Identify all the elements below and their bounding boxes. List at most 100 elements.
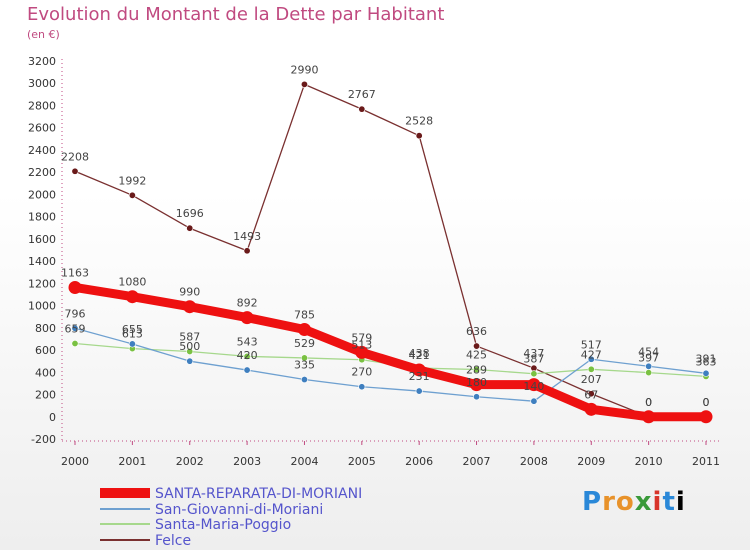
data-label: 0	[645, 396, 652, 409]
data-label: 421	[409, 349, 430, 362]
data-label: 180	[466, 376, 487, 389]
data-label: 1080	[118, 276, 146, 289]
data-point	[128, 340, 136, 348]
x-tick-label: 2000	[61, 455, 89, 468]
x-tick-label: 2005	[348, 455, 376, 468]
series-line-1	[74, 327, 707, 402]
y-tick-label: 1200	[28, 277, 56, 290]
data-point	[68, 280, 82, 294]
y-tick-label: 2800	[28, 99, 56, 112]
data-label: 659	[65, 322, 86, 335]
data-point	[128, 191, 136, 199]
data-point	[243, 366, 251, 374]
data-point	[243, 352, 251, 360]
data-label: 0	[703, 396, 710, 409]
data-label: 529	[294, 337, 315, 350]
chart-subtitle: (en €)	[27, 28, 60, 41]
data-label: 785	[294, 308, 315, 321]
legend-swatch	[100, 488, 150, 498]
x-tick-label: 2004	[290, 455, 318, 468]
legend-label: Felce	[155, 533, 191, 549]
data-point	[71, 167, 79, 175]
y-tick-label: 2600	[28, 122, 56, 135]
x-tick-label: 2003	[233, 455, 261, 468]
data-label: 363	[696, 355, 717, 368]
data-point	[642, 410, 656, 424]
y-tick-label: 2400	[28, 144, 56, 157]
data-point	[186, 224, 194, 232]
data-point	[415, 132, 423, 140]
data-label: 2767	[348, 88, 376, 101]
y-tick-label: 400	[35, 366, 56, 379]
data-label: 2528	[405, 115, 433, 128]
data-point	[702, 369, 710, 377]
data-label: 454	[638, 345, 659, 358]
data-point	[355, 345, 369, 359]
data-point	[71, 339, 79, 347]
proxiti-logo: Proxiti	[582, 487, 686, 517]
y-tick-label: 800	[35, 322, 56, 335]
data-label: 387	[523, 353, 544, 366]
data-label: 517	[581, 338, 602, 351]
data-label: 207	[581, 373, 602, 386]
x-tick-label: 2002	[176, 455, 204, 468]
data-label: 500	[179, 340, 200, 353]
x-tick-label: 2009	[577, 455, 605, 468]
data-point	[473, 366, 481, 374]
data-point	[587, 355, 595, 363]
legend-label: SANTA-REPARATA-DI-MORIANI	[155, 486, 362, 502]
data-label: 231	[409, 370, 430, 383]
y-tick-label: 1600	[28, 233, 56, 246]
data-label: 2208	[61, 150, 89, 163]
x-tick-label: 2006	[405, 455, 433, 468]
y-tick-label: 0	[49, 411, 56, 424]
data-label: 1696	[176, 207, 204, 220]
data-label: 427	[581, 348, 602, 361]
x-tick-label: 2007	[463, 455, 491, 468]
data-point	[527, 378, 541, 392]
data-label: 2990	[290, 63, 318, 76]
data-point	[645, 369, 653, 377]
data-point	[699, 410, 713, 424]
data-label: 420	[237, 349, 258, 362]
y-tick-label: 1400	[28, 255, 56, 268]
legend-label: San-Giovanni-di-Moriani	[155, 502, 323, 518]
x-tick-label: 2010	[635, 455, 663, 468]
chart-title: Evolution du Montant de la Dette par Hab…	[27, 4, 445, 25]
data-point	[415, 387, 423, 395]
y-tick-label: 200	[35, 389, 56, 402]
data-label: 587	[179, 331, 200, 344]
data-label: 892	[237, 297, 258, 310]
y-tick-label: 600	[35, 344, 56, 357]
y-tick-label: 1000	[28, 300, 56, 313]
data-point	[530, 370, 538, 378]
data-point	[358, 105, 366, 113]
x-tick-label: 2008	[520, 455, 548, 468]
data-point	[300, 376, 308, 384]
data-point	[297, 322, 311, 336]
data-label: 270	[351, 366, 372, 379]
data-point	[300, 80, 308, 88]
data-label: 437	[523, 347, 544, 360]
data-point	[186, 348, 194, 356]
data-label: 796	[65, 307, 86, 320]
data-point	[71, 324, 79, 332]
data-label: 655	[122, 323, 143, 336]
data-label: 1992	[118, 174, 146, 187]
data-label: 513	[351, 339, 372, 352]
data-label: 397	[638, 352, 659, 365]
data-label: 1163	[61, 266, 89, 279]
data-point	[125, 290, 139, 304]
data-point	[584, 402, 598, 416]
y-tick-label: 1800	[28, 211, 56, 224]
data-point	[473, 342, 481, 350]
data-point	[587, 390, 595, 398]
data-point	[412, 363, 426, 377]
y-tick-label: 3000	[28, 77, 56, 90]
data-point	[530, 397, 538, 405]
data-label: 636	[466, 325, 487, 338]
y-tick-label: 2000	[28, 188, 56, 201]
data-point	[300, 354, 308, 362]
